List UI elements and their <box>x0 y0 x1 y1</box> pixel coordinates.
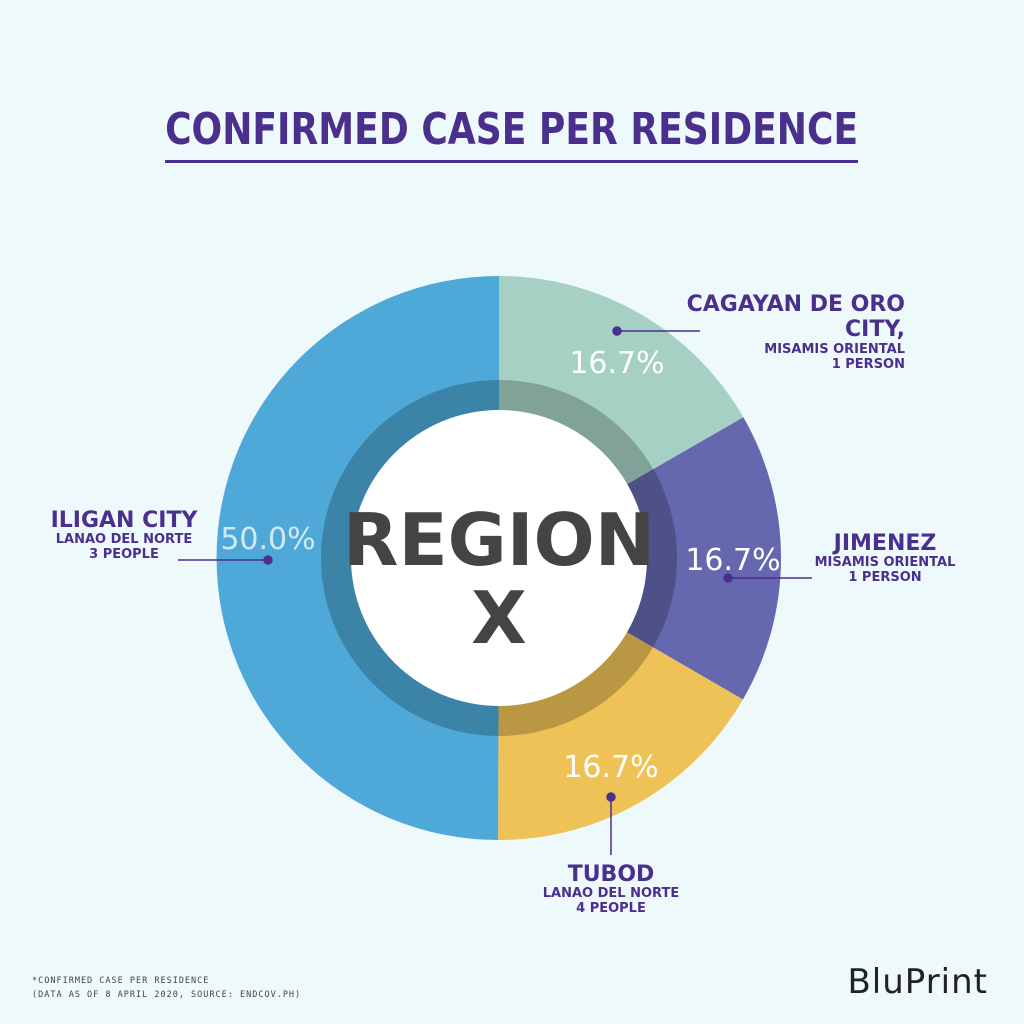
legend-iligan-detail1: LANAO DEL NORTE <box>55 532 193 548</box>
center-label-line2: X <box>471 576 527 660</box>
legend-tubod-name: TUBOD <box>567 862 655 887</box>
legend-cagayan: CAGAYAN DE ORO CITY, MISAMIS ORIENTAL 1 … <box>640 292 905 372</box>
legend-cagayan-name: CAGAYAN DE ORO CITY, <box>686 292 905 343</box>
brand-logo: BluPrint <box>847 962 988 1002</box>
legend-iligan: ILIGAN CITY LANAO DEL NORTE 3 PEOPLE <box>44 508 204 563</box>
slice-label-tubod: 16.7% <box>563 750 658 785</box>
chart-title-wrap: CONFIRMED CASE PER RESIDENCE <box>0 104 1024 163</box>
center-label-line1: REGION <box>343 498 655 582</box>
legend-iligan-name: ILIGAN CITY <box>50 508 198 533</box>
legend-iligan-detail2: 3 PEOPLE <box>89 547 159 563</box>
leader-dot-jimenez <box>723 573 733 583</box>
footnote: *CONFIRMED CASE PER RESIDENCE (DATA AS O… <box>32 975 301 1002</box>
slice-label-jimenez: 16.7% <box>685 543 780 578</box>
slice-label-iligan: 50.0% <box>220 522 315 557</box>
slice-label-cagayan: 16.7% <box>569 346 664 381</box>
legend-cagayan-detail2: 1 PERSON <box>831 356 905 372</box>
legend-tubod-detail2: 4 PEOPLE <box>576 901 646 917</box>
legend-tubod-detail1: LANAO DEL NORTE <box>542 886 680 902</box>
leader-lines <box>178 326 812 855</box>
legend-tubod: TUBOD LANAO DEL NORTE 4 PEOPLE <box>531 862 691 917</box>
legend-jimenez-detail2: 1 PERSON <box>848 570 922 586</box>
leader-dot-tubod <box>606 792 616 802</box>
footnote-line2: (DATA AS OF 8 APRIL 2020, SOURCE: ENDCOV… <box>32 989 302 1000</box>
leader-dot-iligan <box>263 555 273 565</box>
legend-jimenez-name: JIMENEZ <box>833 531 937 556</box>
leader-dot-cagayan <box>612 326 622 336</box>
legend-cagayan-detail1: MISAMIS ORIENTAL <box>764 341 905 357</box>
chart-title: CONFIRMED CASE PER RESIDENCE <box>165 104 859 163</box>
legend-jimenez-detail1: MISAMIS ORIENTAL <box>814 555 956 571</box>
footnote-line1: *CONFIRMED CASE PER RESIDENCE <box>32 976 210 986</box>
center-circle <box>351 410 647 706</box>
legend-jimenez: JIMENEZ MISAMIS ORIENTAL 1 PERSON <box>805 531 965 586</box>
